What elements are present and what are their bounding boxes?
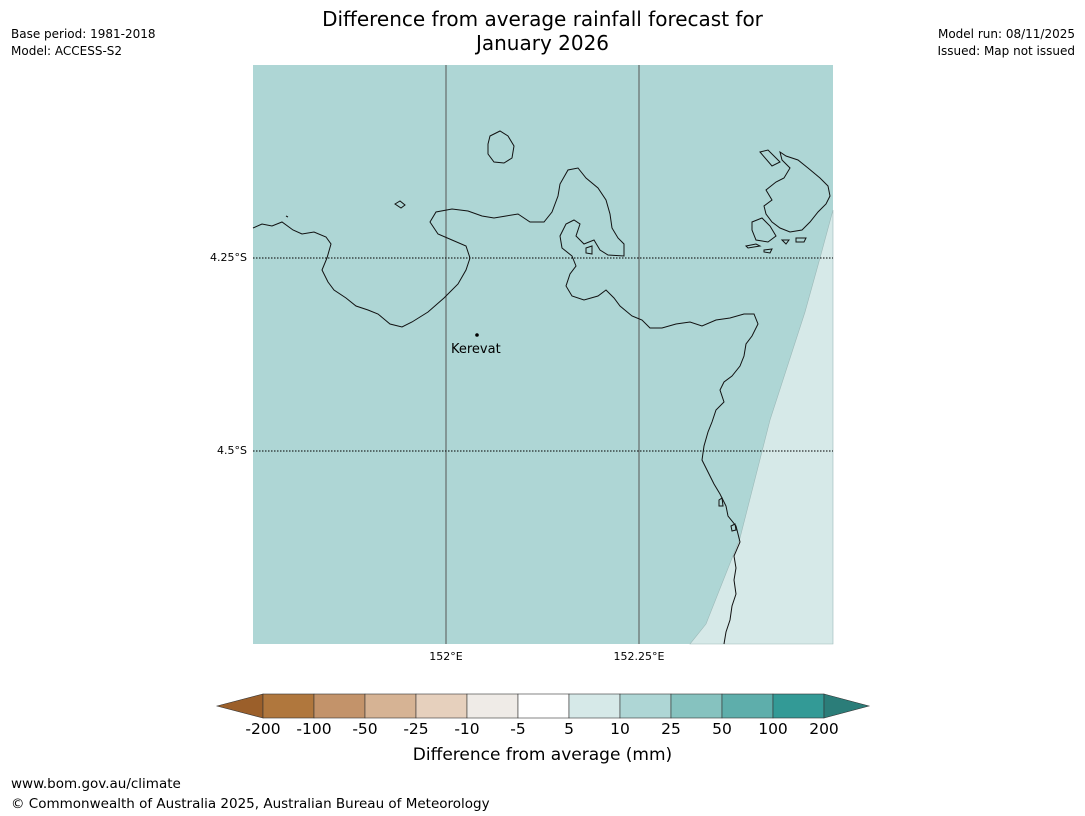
lon-label-152: 152°E [429,650,463,663]
colorbar-bin [313,693,366,719]
colorbar-bin [619,693,672,719]
lon-label-152-25: 152.25°E [613,650,665,663]
colorbar-bin [415,693,468,719]
map-title: Difference from average rainfall forecas… [0,7,1085,55]
colorbar-tick-label: 5 [564,720,574,738]
colorbar-tick-label: 100 [758,720,788,738]
map-title-line1: Difference from average rainfall forecas… [322,7,763,31]
light-rain-region [689,209,834,645]
meta-right: Model run: 08/11/2025 Issued: Map not is… [937,26,1075,60]
colorbar-tick-label: 10 [610,720,630,738]
colorbar-tick-label: 50 [712,720,732,738]
colorbar-bin [670,693,723,719]
place-label: Kerevat [451,342,501,357]
colorbar-tick-label: -10 [454,720,480,738]
colorbar-arrow-high [823,693,871,719]
colorbar-tick-label: -25 [403,720,429,738]
coastline [252,130,831,645]
colorbar-bin [721,693,774,719]
colorbar-tick-label: -50 [352,720,378,738]
base-period-text: Base period: 1981-2018 [11,27,156,41]
colorbar-tick-label: -100 [296,720,332,738]
colorbar-tick-label: -5 [510,720,526,738]
footer-url: www.bom.gov.au/climate [11,776,181,792]
colorbar-title: Difference from average (mm) [412,745,673,765]
colorbar-bin [262,693,315,719]
colorbar-bin [466,693,519,719]
place-marker [475,333,479,337]
model-run-text: Model run: 08/11/2025 [937,27,1075,41]
colorbar-bin [517,693,570,719]
colorbar-bin [364,693,417,719]
colorbar-tick-label: 200 [809,720,839,738]
footer-copyright: © Commonwealth of Australia 2025, Austra… [11,796,490,812]
lat-label-4-5: 4.5°S [217,444,247,457]
colorbar-bin [772,693,825,719]
issued-text: Issued: Map not issued [937,44,1075,58]
meta-left: Base period: 1981-2018 Model: ACCESS-S2 [11,26,156,60]
map-title-line2: January 2026 [475,31,610,55]
colorbar-tick-label: 25 [661,720,681,738]
colorbar-bin [568,693,621,719]
lat-label-4-25: 4.25°S [210,251,247,264]
model-text: Model: ACCESS-S2 [11,44,123,58]
colorbar-arrow-low [215,693,264,719]
colorbar-tick-label: -200 [245,720,281,738]
